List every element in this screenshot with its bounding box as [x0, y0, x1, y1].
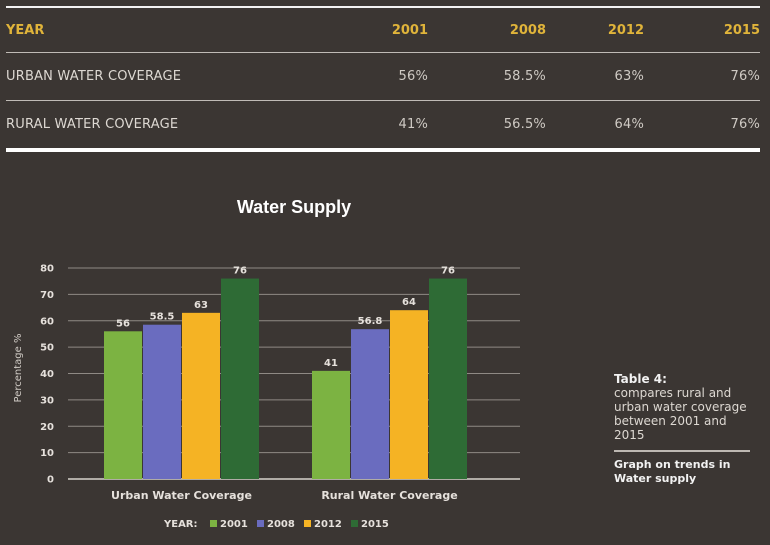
row-label: RURAL WATER COVERAGE: [6, 117, 179, 132]
row-label: URBAN WATER COVERAGE: [6, 69, 182, 84]
cell-value: 56%: [398, 69, 428, 84]
legend-title: YEAR:: [163, 519, 198, 530]
bar-value-label: 58.5: [150, 312, 175, 323]
figure-caption: Table 4: compares rural and urban water …: [614, 372, 754, 486]
water-supply-chart: Water Supply Percentage % 0 10 20 30 40 50 60 7…: [13, 197, 520, 530]
bar-value-label: 76: [233, 266, 247, 277]
header-year: YEAR: [6, 22, 45, 38]
y-tick-label: 10: [40, 448, 54, 459]
chart-bars: [104, 278, 467, 479]
cell-value: 76%: [730, 117, 760, 132]
legend-entry: 2012: [314, 519, 342, 530]
legend-entry: 2015: [361, 519, 389, 530]
y-tick-label: 40: [40, 369, 54, 380]
bar: [390, 310, 428, 479]
chart-title: Water Supply: [237, 197, 351, 217]
bar: [182, 312, 220, 479]
legend-entry: 2001: [220, 519, 248, 530]
header-2008: 2008: [509, 22, 546, 38]
header-2012: 2012: [607, 22, 644, 38]
legend-swatch: [257, 520, 264, 527]
y-tick-label: 70: [40, 290, 54, 301]
header-2001: 2001: [391, 22, 428, 38]
coverage-table: YEAR 2001 2008 2012 2015 URBAN WATER COV…: [6, 6, 760, 152]
cell-value: 56.5%: [503, 117, 546, 132]
cell-value: 41%: [398, 117, 428, 132]
caption-subtitle: Graph on trends in Water supply: [614, 458, 731, 485]
table-divider: [6, 52, 760, 53]
caption-text: compares rural and urban water coverage …: [614, 386, 747, 442]
legend-swatch: [210, 520, 217, 527]
bar-value-label: 76: [441, 266, 455, 277]
legend-swatch: [351, 520, 358, 527]
x-category-label: Rural Water Coverage: [321, 489, 457, 502]
legend-entry: 2008: [267, 519, 295, 530]
bar: [312, 370, 350, 479]
cell-value: 63%: [614, 69, 644, 84]
bar: [351, 329, 389, 479]
table-top-rule: [6, 6, 760, 8]
y-tick-label: 60: [40, 316, 54, 327]
table-row-urban: URBAN WATER COVERAGE 56% 58.5% 63% 76%: [6, 53, 760, 100]
bar-value-label: 56.8: [358, 316, 383, 327]
y-axis-label: Percentage %: [13, 334, 24, 403]
y-tick-label: 0: [47, 475, 54, 486]
y-tick-label: 30: [40, 395, 54, 406]
bar-value-label: 63: [194, 300, 208, 311]
bar: [104, 331, 142, 479]
bar-value-label: 56: [116, 318, 130, 329]
table-divider: [6, 100, 760, 101]
caption-title: Table 4:: [614, 372, 667, 386]
cell-value: 76%: [730, 69, 760, 84]
bar-data-labels: 56 58.5 63 76 41 56.8 64 76: [116, 266, 455, 369]
cell-value: 58.5%: [503, 69, 546, 84]
bar: [143, 324, 181, 479]
y-tick-label: 80: [40, 264, 54, 275]
table-header-row: YEAR 2001 2008 2012 2015: [6, 8, 760, 52]
table-row-rural: RURAL WATER COVERAGE 41% 56.5% 64% 76%: [6, 101, 760, 148]
y-axis-ticks: 0 10 20 30 40 50 60 70 80: [40, 264, 54, 486]
x-category-label: Urban Water Coverage: [111, 489, 252, 502]
legend-swatch: [304, 520, 311, 527]
header-2015: 2015: [723, 22, 760, 38]
caption-rule: [614, 450, 750, 452]
bar-value-label: 64: [402, 297, 416, 308]
x-axis-categories: Urban Water Coverage Rural Water Coverage: [111, 489, 458, 502]
bar-value-label: 41: [324, 358, 338, 369]
bar: [429, 278, 467, 479]
bar: [221, 278, 259, 479]
table-bottom-rule: [6, 148, 760, 152]
y-tick-label: 20: [40, 422, 54, 433]
y-tick-label: 50: [40, 343, 54, 354]
cell-value: 64%: [614, 117, 644, 132]
chart-legend: YEAR: 2001 2008 2012 2015: [163, 519, 389, 530]
